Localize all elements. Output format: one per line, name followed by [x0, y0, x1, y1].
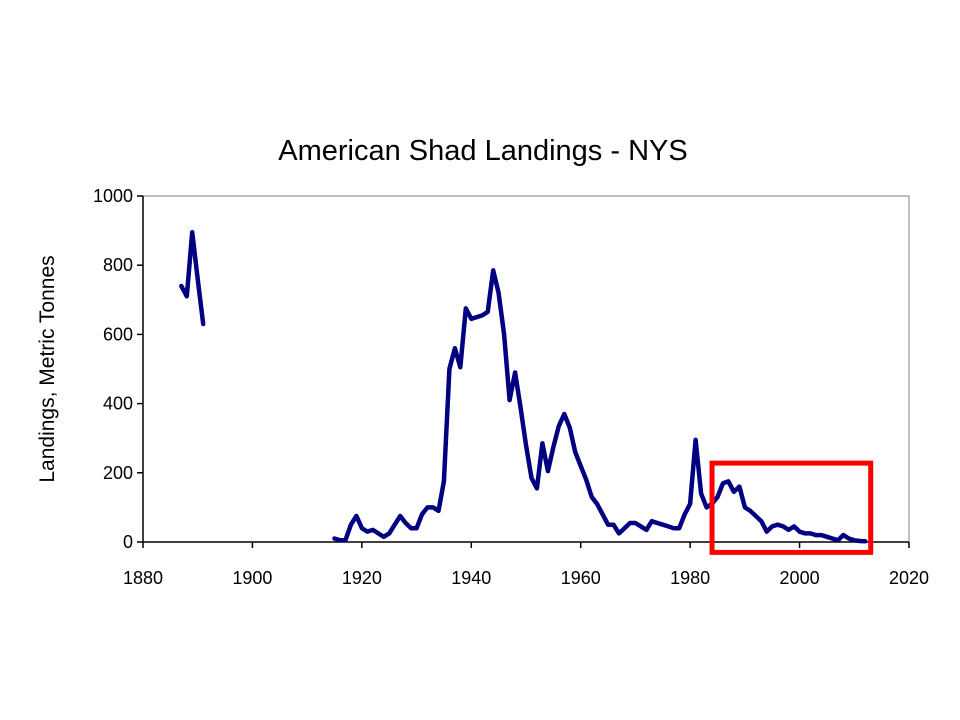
x-tick-label: 2020 [889, 568, 929, 588]
x-tick-label: 1900 [232, 568, 272, 588]
y-axis-label: Landings, Metric Tonnes [36, 255, 59, 482]
y-tick-label: 800 [103, 255, 133, 275]
x-tick-label: 2000 [780, 568, 820, 588]
x-tick-label: 1980 [670, 568, 710, 588]
y-tick-label: 400 [103, 394, 133, 414]
x-tick-label: 1880 [123, 568, 163, 588]
y-tick-label: 600 [103, 324, 133, 344]
x-tick-label: 1940 [451, 568, 491, 588]
x-tick-label: 1960 [561, 568, 601, 588]
y-tick-label: 200 [103, 463, 133, 483]
highlight-box [709, 460, 874, 555]
x-ticks: 1880 1900 1920 1940 1960 1980 2000 2020 [123, 542, 929, 588]
series-line-segment [179, 230, 206, 327]
axes [142, 196, 909, 543]
y-tick-label: 0 [123, 532, 133, 552]
series-group [179, 230, 868, 544]
y-ticks: 0 200 400 600 800 1000 [93, 186, 143, 552]
x-tick-label: 1920 [342, 568, 382, 588]
series-line-segment [332, 268, 868, 544]
chart-title: American Shad Landings - NYS [278, 135, 687, 167]
y-tick-label: 1000 [93, 186, 133, 206]
plot-area [142, 195, 910, 543]
